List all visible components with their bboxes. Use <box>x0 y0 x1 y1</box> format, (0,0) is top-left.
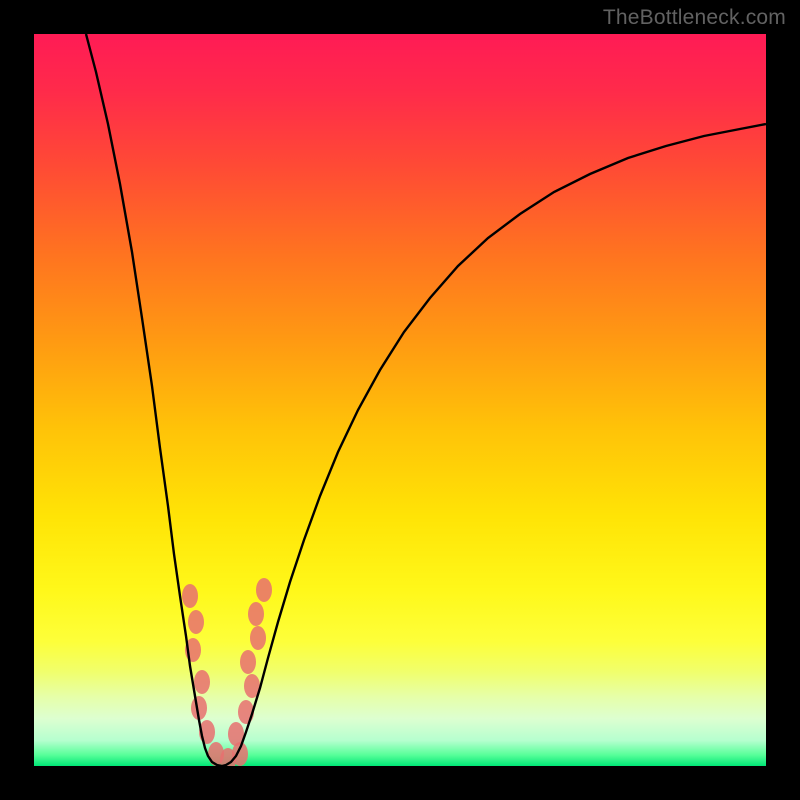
watermark-label: TheBottleneck.com <box>603 6 786 30</box>
curve-left-branch <box>86 34 222 766</box>
chart-svg <box>34 34 766 766</box>
marker-point <box>194 670 210 694</box>
marker-point <box>256 578 272 602</box>
marker-point <box>188 610 204 634</box>
marker-point <box>182 584 198 608</box>
marker-point <box>248 602 264 626</box>
plot-area <box>34 34 766 766</box>
curve-right-branch <box>222 124 766 766</box>
marker-point <box>250 626 266 650</box>
frame: TheBottleneck.com <box>0 0 800 800</box>
marker-point <box>240 650 256 674</box>
markers-group <box>182 578 272 766</box>
